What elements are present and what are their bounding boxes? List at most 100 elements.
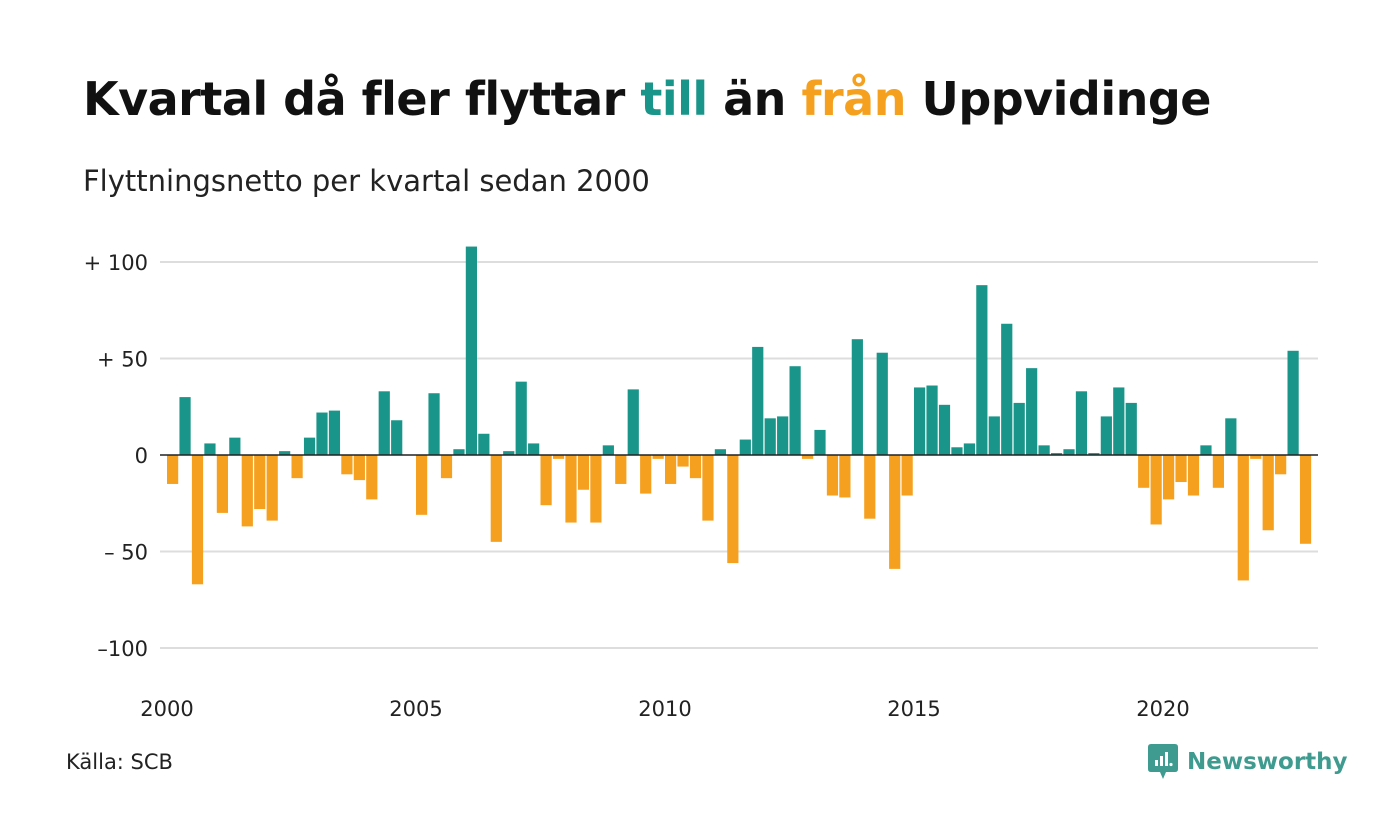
bar-quarter-10	[279, 451, 291, 455]
bar-quarter-85	[1212, 455, 1224, 488]
bars	[167, 246, 1312, 585]
bar-quarter-13	[316, 412, 328, 455]
bar-quarter-60	[901, 455, 913, 496]
bar-quarter-71	[1038, 445, 1050, 455]
bar-quarter-69	[1013, 402, 1025, 455]
bar-quarter-49	[764, 418, 776, 455]
bar-quarter-47	[739, 439, 751, 455]
bar-quarter-9	[266, 455, 278, 521]
bar-quarter-31	[540, 455, 552, 506]
bar-quarter-22	[428, 393, 440, 455]
bar-quarter-21	[416, 455, 428, 515]
bar-quarter-48	[752, 346, 764, 455]
chart-subtitle: Flyttningsnetto per kvartal sedan 2000	[83, 164, 650, 198]
bar-quarter-79	[1138, 455, 1150, 488]
bar-quarter-32	[552, 455, 565, 459]
y-tick-label: + 100	[84, 251, 148, 275]
bar-quarter-87	[1237, 455, 1249, 581]
bar-quarter-84	[1200, 445, 1212, 455]
bar-quarter-46	[727, 455, 739, 564]
bar-quarter-3	[191, 455, 204, 585]
bar-quarter-17	[366, 455, 378, 500]
bar-quarter-88	[1250, 455, 1262, 459]
bar-quarter-68	[1001, 323, 1013, 455]
bar-quarter-2	[179, 397, 191, 455]
bar-quarter-55	[839, 455, 851, 498]
bar-quarter-63	[938, 404, 951, 455]
bar-quarter-37	[615, 455, 627, 484]
bar-quarter-70	[1026, 368, 1038, 455]
bar-quarter-23	[440, 455, 453, 479]
bar-quarter-41	[665, 455, 677, 484]
bar-quarter-86	[1225, 418, 1237, 455]
x-tick-label: 2010	[638, 697, 691, 721]
bar-quarter-77	[1113, 387, 1125, 455]
bar-quarter-54	[826, 455, 839, 496]
title-part-2: än	[707, 72, 802, 126]
bar-quarter-50	[777, 416, 789, 455]
bar-quarter-24	[453, 449, 465, 455]
bar-quarter-81	[1163, 455, 1175, 500]
title-part-1: Kvartal då fler flyttar	[83, 72, 641, 126]
bar-quarter-29	[515, 381, 527, 455]
bar-quarter-61	[914, 387, 926, 455]
bar-quarter-8	[254, 455, 266, 510]
grid-lines	[160, 261, 1318, 649]
y-tick-label: 0	[135, 444, 148, 468]
bar-quarter-67	[988, 416, 1000, 455]
bar-quarter-30	[528, 443, 540, 455]
bar-quarter-56	[851, 339, 863, 455]
bar-quarter-34	[577, 455, 590, 490]
bar-quarter-57	[864, 455, 876, 519]
bar-quarter-5	[216, 455, 228, 513]
bar-quarter-26	[478, 433, 490, 455]
bar-quarter-73	[1063, 449, 1075, 455]
chart-title: Kvartal då fler flyttar till än från Upp…	[83, 72, 1212, 126]
bar-quarter-40	[652, 455, 664, 459]
bar-quarter-64	[951, 447, 963, 455]
bar-quarter-76	[1100, 416, 1112, 455]
bar-quarter-59	[889, 455, 901, 569]
bar-quarter-74	[1075, 391, 1088, 455]
bar-quarter-72	[1050, 453, 1063, 455]
brand-name: Newsworthy	[1187, 749, 1348, 775]
bar-quarter-91	[1287, 350, 1299, 455]
bar-quarter-1	[167, 455, 179, 484]
bar-quarter-25	[465, 246, 477, 455]
bar-quarter-53	[814, 429, 826, 455]
bar-quarter-28	[503, 451, 515, 455]
brand-logo: Newsworthy	[1148, 744, 1348, 780]
x-tick-label: 2020	[1136, 697, 1189, 721]
newsworthy-logo-icon	[1148, 744, 1178, 779]
bar-quarter-7	[241, 455, 253, 527]
bar-quarter-18	[378, 391, 390, 455]
bar-quarter-33	[565, 455, 577, 523]
bar-quarter-65	[963, 443, 975, 455]
bar-quarter-51	[789, 366, 801, 455]
bar-quarter-83	[1187, 455, 1200, 496]
bar-quarter-75	[1088, 453, 1100, 455]
bar-quarter-11	[291, 455, 303, 479]
x-tick-label: 2005	[389, 697, 442, 721]
bar-quarter-14	[328, 410, 341, 455]
y-tick-label: –100	[97, 637, 148, 661]
bar-quarter-4	[204, 443, 216, 455]
bar-quarter-89	[1262, 455, 1274, 531]
x-tick-label: 2015	[887, 697, 940, 721]
bar-quarter-16	[353, 455, 365, 481]
title-highlight-till: till	[640, 72, 708, 126]
bar-quarter-19	[391, 420, 403, 455]
bar-quarter-38	[627, 389, 639, 455]
bar-quarter-35	[590, 455, 602, 523]
title-highlight-fran: från	[801, 72, 906, 126]
bar-quarter-36	[602, 445, 614, 455]
bar-quarter-78	[1125, 402, 1137, 455]
bar-quarter-39	[640, 455, 652, 494]
bar-quarter-6	[229, 437, 241, 455]
bar-quarter-66	[976, 285, 988, 455]
bar-quarter-42	[677, 455, 689, 467]
bar-quarter-12	[303, 437, 316, 455]
y-tick-label: – 50	[104, 541, 148, 565]
x-axis-ticks: 2000 2005 2010 2015 2020	[140, 697, 1189, 721]
